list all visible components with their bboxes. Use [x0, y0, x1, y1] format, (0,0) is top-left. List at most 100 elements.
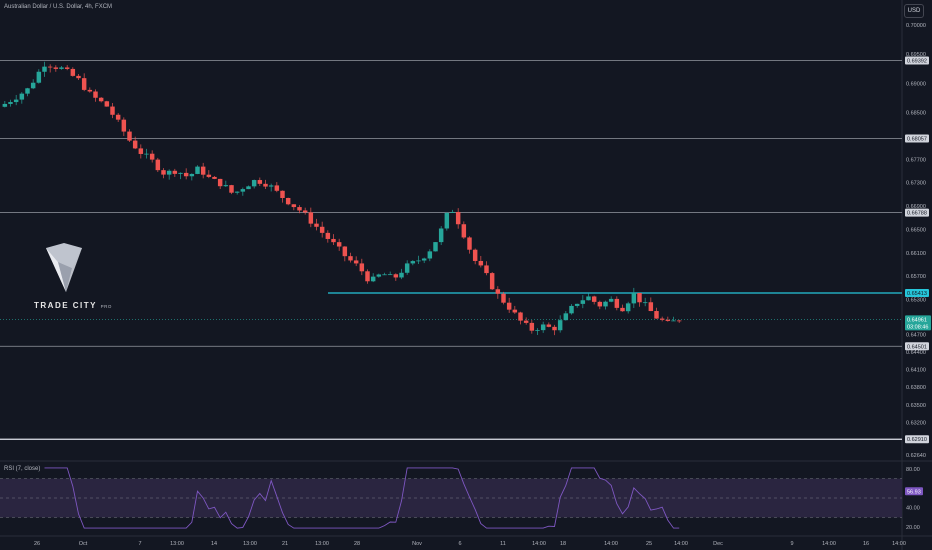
candle-body — [93, 91, 98, 98]
candle-body — [302, 210, 308, 213]
candle-body — [557, 320, 563, 331]
candle-body — [240, 189, 246, 192]
candle-body — [365, 271, 370, 282]
candle-body — [563, 313, 569, 321]
price-tick-label: 0.62640 — [906, 453, 926, 459]
candle-body — [251, 180, 257, 187]
candle-body — [42, 66, 47, 72]
level-price-label: 0.68057 — [907, 137, 927, 143]
candle-body — [512, 309, 518, 313]
candle-body — [523, 320, 529, 323]
price-tick-label: 0.66500 — [906, 227, 926, 233]
price-tick-label: 0.69000 — [906, 81, 926, 87]
candle-body — [461, 224, 467, 238]
symbol-title: Australian Dollar / U.S. Dollar, 4h, FXC… — [4, 4, 113, 10]
brand-name: TRADE CITY — [34, 301, 97, 310]
candle-body — [285, 197, 291, 205]
time-tick-label: Nov — [412, 541, 422, 547]
rsi-value-tag — [905, 487, 923, 496]
candle-body — [132, 140, 138, 149]
candle-body — [325, 232, 331, 239]
candle-body — [416, 260, 421, 262]
level-price-label: 0.65413 — [907, 291, 927, 297]
candle-body — [574, 303, 580, 306]
candle-body — [455, 211, 461, 225]
time-tick-label: 16 — [863, 541, 869, 547]
price-tick-label: 0.64100 — [906, 368, 926, 374]
candle-body — [642, 302, 648, 304]
rsi-tick-label: 40.00 — [906, 506, 920, 512]
candle-body — [87, 89, 93, 92]
candle-body — [280, 190, 285, 198]
level-price-tag — [905, 208, 929, 217]
brand-watermark: TRADE CITY PRO — [34, 301, 112, 310]
candle-body — [2, 103, 8, 107]
candle-body — [580, 300, 586, 304]
candle-body — [70, 68, 76, 76]
candle-body — [569, 305, 574, 314]
rsi-tick-label: 20.00 — [906, 525, 920, 531]
time-tick-label: 26 — [34, 541, 40, 547]
candle-body — [76, 75, 81, 79]
candle-body — [676, 320, 682, 322]
price-tick-label: 0.65300 — [906, 298, 926, 304]
candle-body — [257, 180, 263, 184]
candle-body — [263, 183, 268, 187]
candle-body — [472, 249, 478, 261]
candle-body — [110, 106, 115, 115]
candle-body — [501, 293, 506, 303]
level-price-tag — [905, 435, 929, 444]
time-tick-label: 13:00 — [315, 541, 329, 547]
level-price-tag — [905, 288, 929, 297]
candle-body — [410, 261, 416, 264]
candle-body — [212, 176, 217, 179]
candle-body — [172, 170, 178, 174]
price-tick-label: 0.68500 — [906, 111, 926, 117]
price-tick-label: 0.64700 — [906, 333, 926, 339]
candle-body — [234, 191, 240, 193]
candle-body — [597, 301, 603, 307]
rsi-line — [44, 467, 680, 529]
time-tick-label: 14:00 — [892, 541, 906, 547]
level-price-label: 0.69392 — [907, 59, 927, 65]
candle-body — [13, 99, 19, 103]
rsi-value-label: 56.93 — [907, 489, 921, 495]
candle-body — [246, 186, 251, 190]
candle-body — [648, 302, 654, 312]
candle-body — [161, 170, 166, 175]
candle-body — [308, 212, 314, 224]
candle-body — [506, 302, 512, 310]
candle-body — [665, 319, 671, 321]
price-tick-label: 0.66900 — [906, 204, 926, 210]
candle-body — [138, 148, 144, 154]
candle-body — [149, 153, 155, 160]
candle-body — [518, 312, 523, 321]
candle-body — [444, 212, 450, 229]
candle-body — [166, 170, 172, 175]
candle-body — [438, 228, 444, 243]
candle-body — [115, 114, 121, 120]
currency-button[interactable]: USD — [904, 4, 924, 18]
time-tick-label: 13:00 — [243, 541, 257, 547]
candle-body — [540, 324, 546, 331]
candle-body — [268, 185, 274, 187]
candle-body — [427, 251, 433, 259]
candle-body — [484, 265, 489, 274]
candle-body — [489, 273, 495, 290]
level-price-tag — [905, 342, 929, 351]
candle-body — [319, 226, 325, 233]
time-tick-label: 11 — [500, 541, 506, 547]
candle-body — [631, 292, 637, 304]
candle-body — [19, 93, 25, 100]
level-price-label: 0.62910 — [907, 437, 927, 443]
time-tick-label: 28 — [354, 541, 360, 547]
price-tick-label: 0.64400 — [906, 350, 926, 356]
candle-body — [217, 178, 223, 187]
candle-body — [314, 223, 319, 227]
candle-body — [671, 320, 676, 322]
candle-body — [433, 242, 438, 252]
candle-body — [64, 67, 70, 69]
candle-body — [370, 276, 376, 282]
time-tick-label: Dec — [713, 541, 723, 547]
